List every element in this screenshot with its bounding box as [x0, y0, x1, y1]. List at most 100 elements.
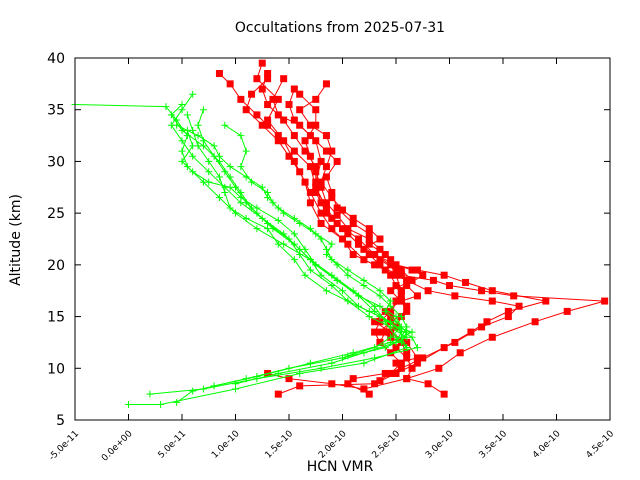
data-point — [306, 188, 314, 196]
data-point — [365, 225, 373, 233]
data-point — [317, 178, 325, 186]
data-point — [387, 256, 395, 264]
data-point — [317, 157, 325, 165]
data-point — [296, 382, 304, 390]
data-point — [290, 147, 298, 155]
data-point — [403, 307, 411, 315]
data-point — [381, 344, 389, 352]
y-tick-label: 10 — [47, 361, 65, 377]
data-point — [371, 318, 379, 326]
data-point — [274, 390, 282, 398]
data-point — [312, 188, 320, 196]
data-point — [365, 251, 373, 259]
profile-line — [219, 73, 546, 395]
data-point — [365, 235, 373, 243]
data-point — [408, 266, 416, 274]
data-point — [205, 168, 213, 176]
data-point — [328, 240, 336, 248]
data-point — [290, 230, 298, 238]
data-point — [317, 183, 325, 191]
data-point — [381, 307, 389, 315]
data-point — [403, 338, 411, 346]
data-point — [264, 121, 272, 129]
data-point — [387, 333, 395, 341]
data-point — [349, 214, 357, 222]
data-point — [413, 266, 421, 274]
data-point — [306, 163, 314, 171]
data-point — [403, 375, 411, 383]
data-point — [290, 116, 298, 124]
data-point — [387, 349, 395, 357]
x-tick-label: 1.5e-10 — [264, 429, 296, 461]
data-point — [387, 261, 395, 269]
data-point — [387, 271, 395, 279]
data-point — [183, 111, 191, 119]
data-point — [328, 188, 336, 196]
data-point — [189, 142, 197, 150]
data-point — [371, 328, 379, 336]
data-point — [269, 199, 277, 207]
data-point — [392, 271, 400, 279]
data-point — [258, 59, 266, 67]
data-point — [403, 344, 411, 352]
data-point — [403, 276, 411, 284]
data-point — [162, 103, 170, 111]
data-point — [328, 359, 336, 367]
data-point — [333, 261, 341, 269]
data-point — [274, 216, 282, 224]
data-point — [173, 121, 181, 129]
data-point — [413, 292, 421, 300]
data-point — [215, 173, 223, 181]
data-point — [344, 352, 352, 360]
data-point — [232, 380, 239, 388]
data-point — [285, 375, 293, 383]
profile-line — [298, 83, 408, 343]
data-point — [306, 132, 314, 140]
data-point — [189, 387, 197, 395]
data-point — [387, 287, 395, 295]
data-point — [387, 328, 395, 336]
data-point — [365, 240, 373, 248]
data-point — [264, 75, 272, 83]
data-point — [403, 354, 411, 362]
data-point — [360, 282, 368, 290]
data-point — [339, 225, 346, 233]
data-point — [413, 359, 421, 367]
data-point — [360, 359, 368, 367]
data-point — [248, 90, 256, 98]
data-point — [371, 251, 379, 259]
x-tick-label: 1.0e-10 — [210, 429, 242, 461]
data-point — [280, 75, 288, 83]
data-point — [365, 390, 373, 398]
data-point — [360, 245, 368, 253]
data-point — [226, 163, 234, 171]
data-point — [264, 188, 272, 196]
y-tick-label: 15 — [47, 310, 65, 326]
data-point — [322, 209, 330, 217]
data-point — [333, 204, 341, 212]
data-point — [317, 271, 325, 279]
data-point — [360, 385, 368, 393]
data-point — [312, 121, 320, 129]
data-point — [199, 106, 207, 114]
x-tick-label: 5.0e-11 — [157, 429, 189, 461]
data-point — [397, 364, 405, 372]
data-point — [312, 106, 320, 114]
data-point — [274, 137, 282, 145]
data-point — [397, 287, 405, 295]
data-point — [178, 137, 186, 145]
data-point — [424, 380, 432, 388]
data-point — [306, 266, 314, 274]
data-point — [237, 132, 245, 140]
profile-line — [186, 114, 402, 385]
data-point — [226, 80, 234, 88]
data-point — [403, 349, 411, 357]
data-point — [462, 278, 470, 286]
data-point — [237, 194, 245, 202]
y-tick-label: 20 — [47, 258, 65, 274]
data-point — [317, 209, 325, 217]
data-point — [440, 271, 448, 279]
data-point — [531, 318, 539, 326]
data-point — [253, 204, 261, 212]
data-point — [371, 354, 379, 362]
